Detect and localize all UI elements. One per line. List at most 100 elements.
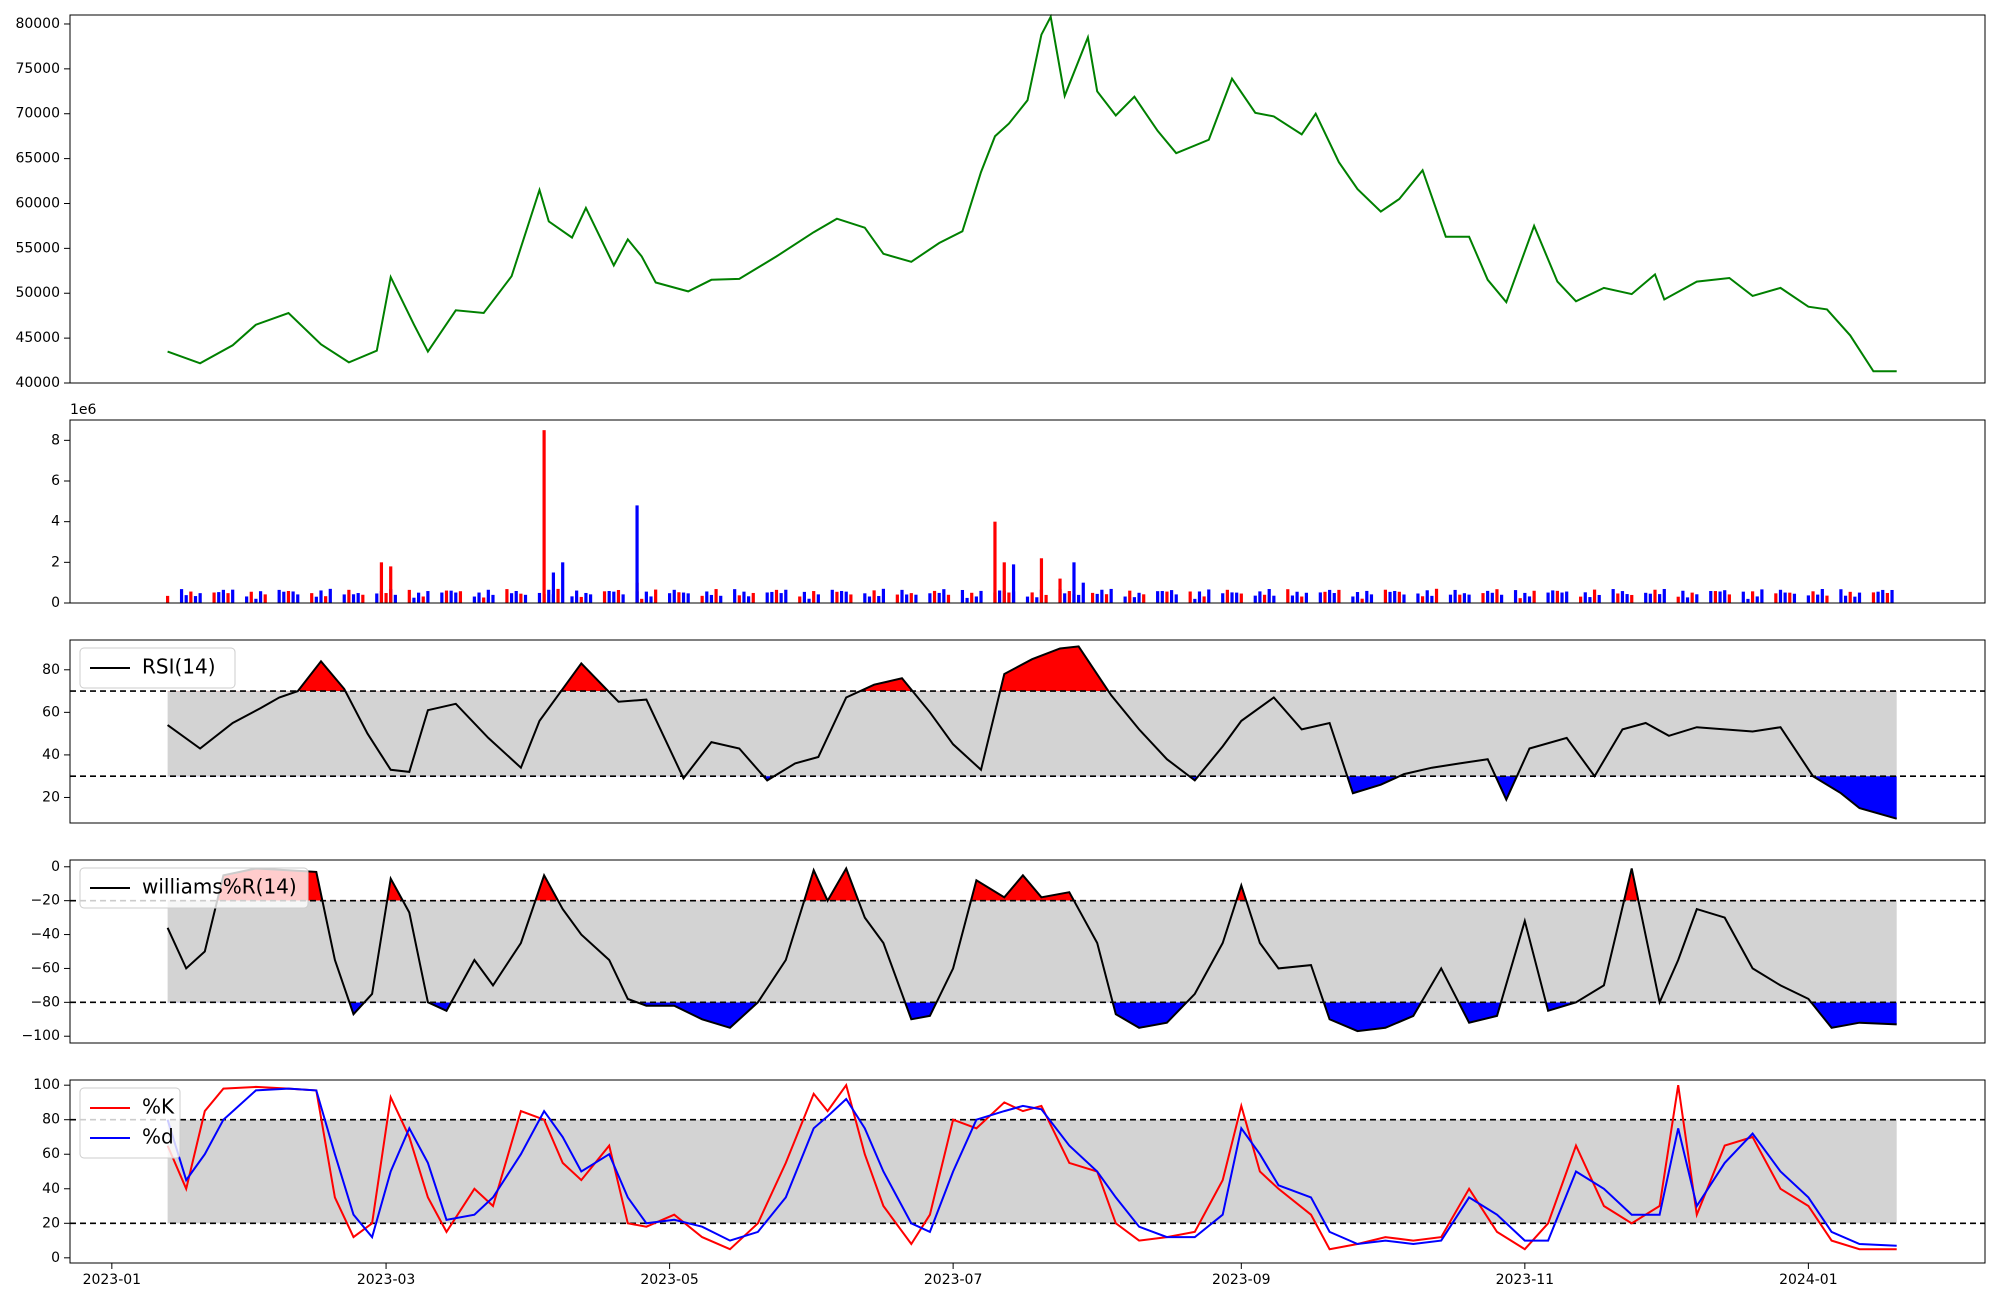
volume-bar [1081, 582, 1085, 603]
volume-bar [1355, 592, 1360, 603]
stoch-band [167, 1119, 1897, 1224]
volume-bar [412, 597, 416, 603]
volume-bar [1142, 594, 1146, 603]
legend-label: RSI(14) [142, 655, 216, 679]
y-tick-label: 60 [42, 704, 60, 720]
volume-bar [1648, 593, 1652, 603]
volume-bar [677, 592, 681, 603]
volume-bar [486, 589, 490, 603]
volume-bar [1197, 591, 1202, 603]
volume-bar [1286, 589, 1290, 603]
volume-bar [1616, 593, 1620, 603]
williams-line [166, 866, 1897, 1033]
volume-bar [686, 593, 690, 603]
volume-bar [1685, 597, 1690, 603]
y-tick-label: −80 [30, 994, 60, 1010]
volume-bar [198, 593, 202, 603]
volume-bar [1137, 592, 1141, 603]
volume-bar [1532, 590, 1536, 603]
volume-bar [877, 596, 881, 603]
volume-bar [1467, 594, 1471, 603]
volume-bar [1853, 596, 1857, 603]
volume-bar [747, 596, 751, 603]
volume-bar [491, 594, 495, 603]
volume-bar [1811, 591, 1815, 603]
volume-bar [547, 589, 551, 603]
volume-bar [579, 596, 583, 603]
volume-bar [863, 593, 867, 603]
volume-bar [189, 591, 193, 603]
volume-bar [1123, 596, 1127, 603]
volume-bar [700, 595, 704, 603]
volume-bar [482, 597, 486, 603]
volume-bar [458, 591, 463, 603]
volume-bar [361, 594, 365, 603]
volume-bar [1778, 589, 1783, 603]
rsi-panel-frame [69, 639, 1986, 824]
volume-bar [193, 596, 198, 603]
volume-bar [1337, 589, 1341, 603]
legend-label: %d [142, 1125, 174, 1149]
price-line [167, 13, 1897, 373]
x-tick-label: 2023-01 [83, 1272, 142, 1288]
volume-bar [1653, 589, 1657, 603]
volume-bar [509, 593, 514, 603]
volume-bar [932, 590, 937, 603]
volume-bar [179, 589, 184, 603]
volume-bar [849, 594, 853, 603]
volume-bar [1416, 593, 1420, 603]
y-tick-label: 80000 [15, 16, 60, 32]
volume-bar [1741, 591, 1745, 603]
volume-bar [561, 562, 565, 603]
y-tick-label: 2 [51, 554, 60, 570]
volume-bar [640, 598, 644, 603]
y-tick-label: 55000 [15, 240, 60, 256]
volume-bar [263, 594, 267, 603]
volume-bar [1425, 590, 1429, 603]
y-tick-label: 40 [42, 1181, 60, 1197]
williams-oversold-fill [349, 1002, 1897, 1032]
volume-bar [993, 521, 997, 603]
volume-bar [895, 594, 899, 603]
volume-bar [1551, 590, 1555, 603]
volume-bar [1709, 591, 1713, 603]
volume-bar [905, 594, 909, 603]
volume-bar [454, 592, 458, 603]
volume-bar [282, 591, 286, 603]
volume-bar [1360, 598, 1364, 603]
y-tick-label: 8 [51, 432, 60, 448]
volume-bar [1448, 594, 1453, 603]
volume-bar [816, 594, 820, 603]
volume-bar [379, 562, 384, 603]
volume-bar [1458, 594, 1462, 603]
volume-bar [1058, 578, 1062, 603]
volume-bar [1323, 591, 1327, 603]
volume-bar [319, 590, 323, 603]
volume-bar [928, 593, 932, 603]
volume-bar [1857, 592, 1862, 603]
y-tick-label: 40 [42, 747, 60, 763]
legend-label: williams%R(14) [142, 875, 297, 899]
y-tick-label: 60000 [15, 195, 60, 211]
volume-bar [258, 591, 263, 603]
volume-bar [254, 598, 258, 603]
volume-bar [1890, 589, 1894, 603]
volume-bar [1420, 596, 1425, 603]
volume-bar [1388, 591, 1392, 603]
y-tick-label: 6 [51, 473, 60, 489]
volume-bar [1258, 591, 1262, 603]
y-tick-label: 80 [42, 1112, 60, 1128]
x-tick-label: 2023-03 [357, 1272, 416, 1288]
volume-bar [914, 594, 918, 603]
volume-bar [1193, 598, 1197, 603]
volume-bar [1090, 592, 1095, 603]
volume-bar [477, 592, 481, 603]
volume-bar [705, 591, 709, 603]
volume-bar [1527, 596, 1532, 603]
volume-bar [1644, 592, 1648, 603]
volume-bar [249, 591, 253, 603]
volume-bar [421, 596, 425, 603]
volume-bar [872, 590, 876, 603]
volume-bar [1100, 589, 1104, 603]
